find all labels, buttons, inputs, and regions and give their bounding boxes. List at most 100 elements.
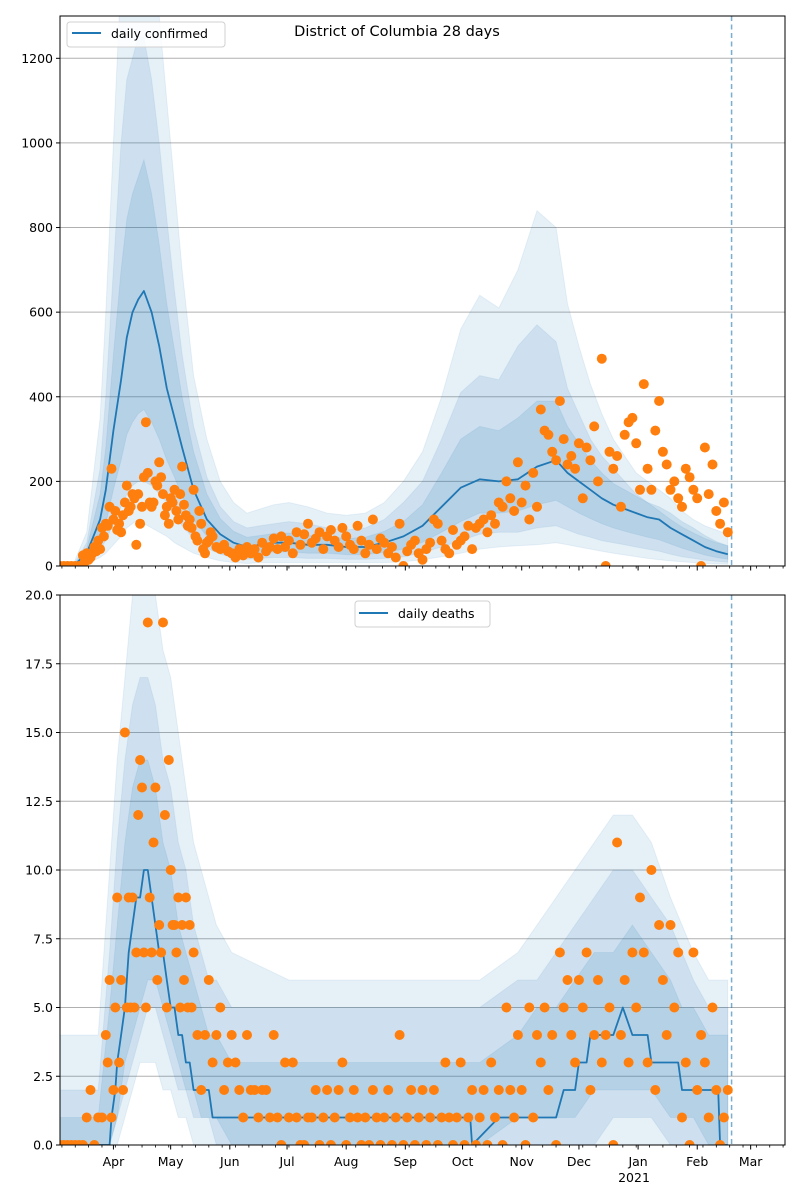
- observed-point: [283, 535, 294, 546]
- observed-point: [459, 1140, 470, 1145]
- observed-point: [509, 506, 520, 516]
- observed-point: [272, 1112, 283, 1123]
- observed-point: [106, 463, 117, 474]
- observed-point: [177, 461, 188, 472]
- observed-point: [432, 1140, 443, 1145]
- observed-point: [707, 1002, 718, 1013]
- observed-point: [371, 544, 382, 555]
- observed-point: [470, 1140, 481, 1145]
- deaths-chart: 0.0 2.5 5.0 7.5 10.0 12.5 15.0 17.5 20.0 Apr May J…: [25, 588, 786, 1185]
- observed-point: [299, 1140, 310, 1145]
- observed-point: [175, 1002, 186, 1013]
- observed-point: [413, 1112, 424, 1123]
- observed-point: [512, 457, 523, 468]
- observed-point: [661, 459, 672, 470]
- observed-point: [570, 463, 581, 474]
- observed-point: [192, 1030, 203, 1040]
- observed-point: [108, 1085, 119, 1095]
- observed-point: [589, 421, 600, 432]
- y-tick-label: 600: [29, 305, 53, 320]
- observed-point: [230, 552, 241, 563]
- observed-point: [184, 920, 195, 930]
- observed-point: [303, 518, 313, 529]
- observed-point: [444, 548, 455, 559]
- observed-point: [150, 782, 161, 793]
- observed-point: [196, 518, 207, 529]
- observed-point: [554, 947, 565, 958]
- observed-point: [207, 1057, 218, 1068]
- y-tick-label: 800: [29, 220, 53, 235]
- observed-point: [570, 1057, 581, 1068]
- observed-point: [367, 514, 378, 525]
- observed-point: [532, 1030, 542, 1040]
- observed-point: [451, 1112, 462, 1123]
- observed-point: [110, 506, 121, 516]
- observed-point: [669, 1002, 680, 1013]
- observed-point: [230, 1057, 241, 1068]
- observed-point: [642, 1057, 653, 1068]
- y-tick-label: 7.5: [33, 931, 53, 946]
- observed-point: [203, 975, 214, 985]
- observed-point: [482, 1140, 493, 1145]
- observed-point: [127, 892, 138, 903]
- x-tick-label: Jul: [278, 1154, 294, 1169]
- observed-point: [593, 476, 603, 487]
- observed-point: [179, 499, 189, 510]
- x-axis: Apr May Jun Jul Aug Sep Oct Nov Dec Jan Feb Mar: [61, 1145, 784, 1169]
- observed-point: [631, 1002, 642, 1013]
- observed-point: [264, 1112, 275, 1123]
- observed-point: [585, 1085, 596, 1095]
- x-axis: [61, 566, 784, 571]
- y-tick-label: 5.0: [33, 1000, 53, 1015]
- observed-point: [329, 1112, 340, 1123]
- observed-point: [121, 480, 132, 491]
- observed-point: [490, 1112, 500, 1123]
- observed-point: [535, 1057, 546, 1068]
- observed-point: [600, 1030, 611, 1040]
- y-tick-label: 0.0: [33, 1138, 53, 1153]
- observed-point: [428, 1085, 439, 1095]
- observed-point: [558, 1002, 569, 1013]
- observed-point: [642, 463, 653, 474]
- observed-point: [509, 1112, 520, 1123]
- observed-point: [249, 1085, 260, 1095]
- observed-point: [306, 1112, 317, 1123]
- observed-point: [593, 975, 603, 985]
- observed-point: [619, 429, 630, 440]
- observed-point: [341, 531, 352, 542]
- observed-point: [692, 1085, 703, 1095]
- observed-point: [325, 1140, 336, 1145]
- observed-point: [261, 1085, 272, 1095]
- observed-point: [604, 446, 615, 457]
- observed-point: [152, 480, 163, 491]
- observed-point: [562, 459, 573, 470]
- observed-point: [186, 522, 197, 533]
- observed-point: [179, 975, 189, 985]
- observed-point: [623, 1057, 634, 1068]
- observed-point: [688, 947, 699, 958]
- band-mid: [60, 677, 729, 1145]
- observed-point: [295, 539, 306, 550]
- observed-point: [188, 484, 199, 495]
- observed-point: [528, 1112, 539, 1123]
- legend: daily confirmed: [66, 21, 226, 48]
- observed-point: [684, 472, 695, 483]
- observed-point: [215, 1002, 226, 1013]
- observed-point: [425, 1112, 436, 1123]
- observed-point: [345, 1112, 355, 1123]
- observed-point: [497, 501, 508, 512]
- observed-point: [440, 1057, 451, 1068]
- observed-point: [184, 514, 195, 525]
- observed-point: [100, 1030, 111, 1040]
- observed-point: [715, 518, 726, 529]
- observed-point: [673, 493, 684, 504]
- observed-point: [608, 463, 619, 474]
- observed-points: [60, 617, 733, 1145]
- observed-point: [175, 489, 186, 500]
- observed-point: [547, 1030, 558, 1040]
- observed-point: [711, 1085, 722, 1095]
- observed-point: [448, 1140, 458, 1145]
- observed-point: [703, 489, 714, 500]
- observed-point: [140, 1002, 151, 1013]
- observed-point: [646, 484, 657, 495]
